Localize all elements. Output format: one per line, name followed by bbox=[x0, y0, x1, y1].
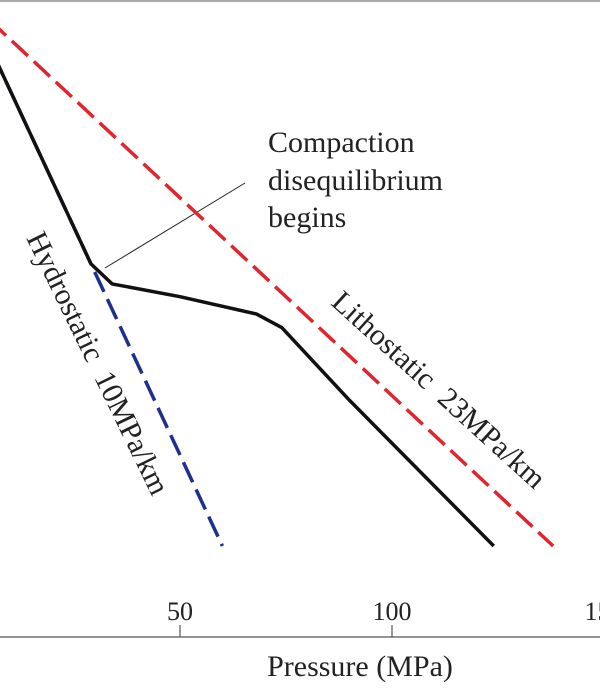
x-tick-label: 100 bbox=[373, 597, 412, 626]
annotation-leader bbox=[104, 182, 246, 269]
x-tick-label: 50 bbox=[167, 597, 193, 626]
series-label: Hydrostatic 10MPa/km bbox=[20, 227, 176, 501]
annotation: disequilibrium bbox=[268, 164, 443, 197]
plot-area bbox=[0, 27, 555, 548]
series-label: Lithostatic 23MPa/km bbox=[325, 285, 552, 496]
x-tick-label: 150 bbox=[585, 597, 600, 626]
series-line bbox=[0, 64, 496, 548]
annotation: begins bbox=[268, 201, 346, 234]
series-line bbox=[0, 64, 224, 547]
annotation: Compaction bbox=[268, 126, 415, 159]
x-axis-label: Pressure (MPa) bbox=[267, 650, 453, 683]
series-line bbox=[0, 27, 555, 548]
